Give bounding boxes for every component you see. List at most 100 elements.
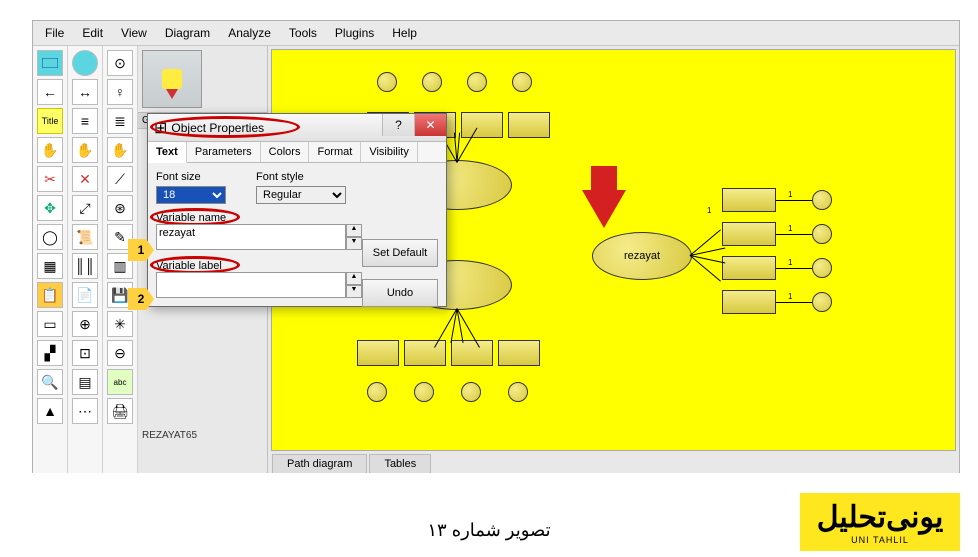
tool-more[interactable]: ⋯: [72, 398, 98, 424]
tool-pan[interactable]: ✋: [107, 137, 133, 163]
observed-var[interactable]: [404, 340, 446, 366]
latent-rezayat[interactable]: rezayat: [592, 232, 692, 280]
dlg-tab-text[interactable]: Text: [148, 142, 187, 163]
font-style-label: Font style: [256, 171, 346, 183]
tool-zoomout[interactable]: ⊖: [107, 340, 133, 366]
tool-cut[interactable]: ✂: [37, 166, 63, 192]
tab-tables[interactable]: Tables: [369, 454, 431, 473]
font-size-select[interactable]: 18: [156, 186, 226, 204]
tool-scroll[interactable]: 📜: [72, 224, 98, 250]
dialog-icon: ⊞: [154, 118, 167, 138]
menu-tools[interactable]: Tools: [281, 23, 325, 43]
tool-zoomin[interactable]: ⊕: [72, 311, 98, 337]
error-var[interactable]: [812, 190, 832, 210]
tool-hand2[interactable]: ✋: [72, 137, 98, 163]
tool-title[interactable]: Title: [37, 108, 63, 134]
dialog-title: Object Properties: [167, 121, 264, 135]
undo-button[interactable]: Undo: [362, 279, 438, 307]
tool-grid[interactable]: ▦: [37, 253, 63, 279]
observed-var[interactable]: [722, 290, 776, 314]
canvas-tabs: Path diagram Tables: [268, 454, 959, 473]
tool-arrow-both[interactable]: ↔: [72, 79, 98, 105]
tool-zoom[interactable]: 🔍: [37, 369, 63, 395]
tool-error[interactable]: ♀: [107, 79, 133, 105]
tool-model[interactable]: ✳: [107, 311, 133, 337]
dlg-tab-format[interactable]: Format: [309, 142, 361, 162]
observed-var[interactable]: [508, 112, 550, 138]
tool-list2[interactable]: ≣: [107, 108, 133, 134]
error-var[interactable]: [367, 382, 387, 402]
tool-abc[interactable]: abc: [107, 369, 133, 395]
tool-dist[interactable]: ▲: [37, 398, 63, 424]
tool-resize[interactable]: ⤢: [72, 195, 98, 221]
dialog-close-button[interactable]: ✕: [414, 114, 446, 136]
tool-zoomfit[interactable]: ⊡: [72, 340, 98, 366]
tool-chart[interactable]: ▭: [37, 311, 63, 337]
tool-rectangle[interactable]: [37, 50, 63, 76]
font-style-select[interactable]: Regular: [256, 186, 346, 204]
variable-name-input[interactable]: [156, 224, 346, 250]
dlg-tab-parameters[interactable]: Parameters: [187, 142, 261, 162]
path-weight: 1: [788, 190, 792, 199]
tool-lasso[interactable]: ◯: [37, 224, 63, 250]
error-var[interactable]: [461, 382, 481, 402]
tool-histogram[interactable]: ▞: [37, 340, 63, 366]
menu-analyze[interactable]: Analyze: [220, 23, 279, 43]
tool-barcode[interactable]: ║║: [72, 253, 98, 279]
menu-edit[interactable]: Edit: [74, 23, 111, 43]
spin-up[interactable]: ▲: [346, 272, 362, 285]
tool-link[interactable]: ⟋: [107, 166, 133, 192]
observed-var[interactable]: [498, 340, 540, 366]
path-weight: 1: [707, 206, 711, 215]
error-var[interactable]: [377, 72, 397, 92]
path-weight: 1: [788, 258, 792, 267]
error-var[interactable]: [812, 258, 832, 278]
tool-layers[interactable]: ▤: [72, 369, 98, 395]
tool-doc[interactable]: 📄: [72, 282, 98, 308]
menu-diagram[interactable]: Diagram: [157, 23, 218, 43]
tool-clipboard[interactable]: 📋: [37, 282, 63, 308]
spin-down[interactable]: ▼: [346, 237, 362, 250]
error-var[interactable]: [812, 224, 832, 244]
variable-label-input[interactable]: [156, 272, 346, 298]
tool-tree[interactable]: ⊛: [107, 195, 133, 221]
dlg-tab-colors[interactable]: Colors: [261, 142, 310, 162]
tool-ellipse[interactable]: [72, 50, 98, 76]
observed-var[interactable]: [722, 222, 776, 246]
spin-down[interactable]: ▼: [346, 285, 362, 298]
dialog-body: Font size 18 Font style Regular Variable…: [148, 163, 446, 306]
logo-fa: یونی‌تحلیل: [817, 500, 944, 535]
error-var[interactable]: [508, 382, 528, 402]
observed-var[interactable]: [451, 340, 493, 366]
menu-help[interactable]: Help: [384, 23, 425, 43]
dlg-tab-visibility[interactable]: Visibility: [361, 142, 418, 162]
model-thumbnail[interactable]: [142, 50, 202, 108]
menu-view[interactable]: View: [113, 23, 155, 43]
font-size-label: Font size: [156, 171, 226, 183]
observed-var[interactable]: [357, 340, 399, 366]
dialog-help-button[interactable]: ?: [382, 114, 414, 136]
error-var[interactable]: [422, 72, 442, 92]
tool-move[interactable]: ✥: [37, 195, 63, 221]
tool-latent[interactable]: ⊙: [107, 50, 133, 76]
tool-arrow-left[interactable]: ←: [37, 79, 63, 105]
tab-path-diagram[interactable]: Path diagram: [272, 454, 367, 473]
observed-var[interactable]: [461, 112, 503, 138]
watermark-logo: یونی‌تحلیل UNI TAHLIL: [800, 493, 960, 551]
error-var[interactable]: [467, 72, 487, 92]
error-var[interactable]: [414, 382, 434, 402]
spin-up[interactable]: ▲: [346, 224, 362, 237]
tool-list[interactable]: ≡: [72, 108, 98, 134]
tool-print[interactable]: 🖨: [107, 398, 133, 424]
menu-plugins[interactable]: Plugins: [327, 23, 382, 43]
menu-file[interactable]: File: [37, 23, 72, 43]
tool-x[interactable]: ✕: [72, 166, 98, 192]
observed-var[interactable]: [722, 188, 776, 212]
error-var[interactable]: [812, 292, 832, 312]
error-var[interactable]: [512, 72, 532, 92]
observed-var[interactable]: [722, 256, 776, 280]
tool-hand[interactable]: ✋: [37, 137, 63, 163]
set-default-button[interactable]: Set Default: [362, 239, 438, 267]
path-weight: 1: [788, 224, 792, 233]
dialog-titlebar[interactable]: ⊞ Object Properties ? ✕: [148, 114, 446, 142]
